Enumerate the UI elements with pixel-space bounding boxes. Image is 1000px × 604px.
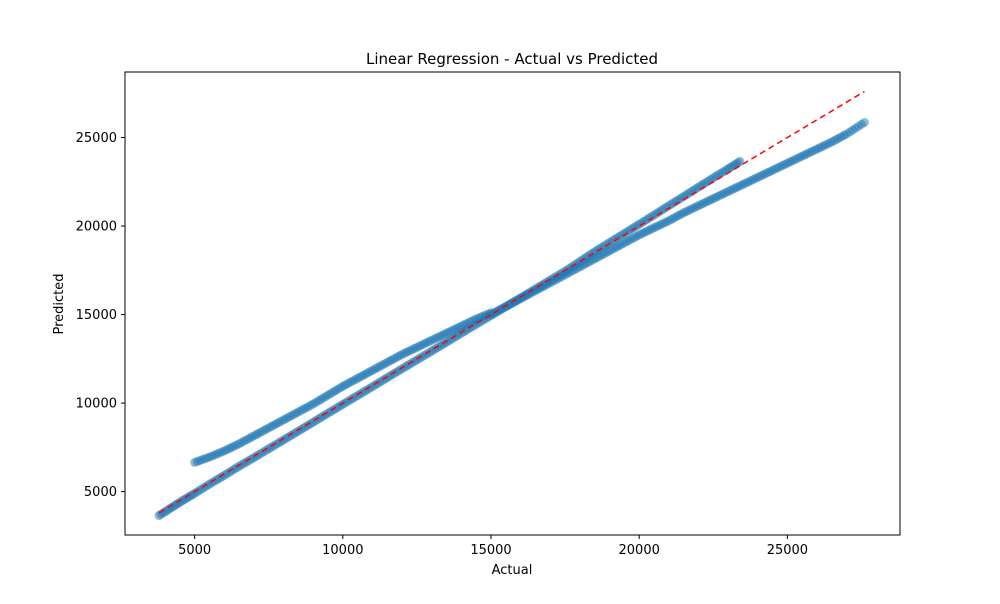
y-tick-label: 15000 — [76, 308, 117, 323]
y-tick-label: 5000 — [84, 485, 117, 500]
reference-line — [158, 90, 865, 514]
x-axis-label: Actual — [492, 563, 533, 578]
x-tick-label: 20000 — [619, 543, 660, 558]
y-axis: 5000 10000 15000 20000 25000 — [76, 131, 125, 500]
reference-line-group — [158, 90, 865, 514]
y-tick-label: 20000 — [76, 220, 117, 235]
scatter-points — [154, 117, 869, 521]
x-tick-label: 15000 — [470, 543, 511, 558]
y-tick-label: 10000 — [76, 397, 117, 412]
scatter-point — [859, 117, 869, 127]
x-tick-label: 25000 — [767, 543, 808, 558]
scatter-point — [735, 156, 745, 166]
y-axis-label: Predicted — [52, 273, 67, 334]
x-tick-label: 5000 — [178, 543, 211, 558]
x-axis: 5000 10000 15000 20000 25000 — [178, 535, 808, 558]
y-tick-label: 25000 — [76, 131, 117, 146]
x-tick-label: 10000 — [322, 543, 363, 558]
plot-frame — [124, 71, 901, 536]
chart-title: Linear Regression - Actual vs Predicted — [366, 50, 658, 68]
